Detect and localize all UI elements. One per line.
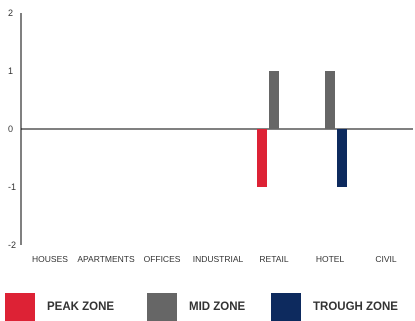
legend-swatch-peak-zone <box>5 293 35 321</box>
x-tick-label: HOUSES <box>32 254 68 264</box>
x-tick-label: RETAIL <box>259 254 288 264</box>
bar-mid-zone <box>325 71 335 129</box>
y-tick-label: 2 <box>8 8 13 18</box>
y-tick-label: 1 <box>8 66 13 76</box>
x-tick-label: HOTEL <box>316 254 345 264</box>
y-tick-label: 0 <box>8 124 13 134</box>
legend-item-peak-zone: PEAK ZONE <box>5 293 114 321</box>
legend-label-trough-zone: TROUGH ZONE <box>313 301 398 313</box>
legend-label-peak-zone: PEAK ZONE <box>47 301 115 313</box>
bar-trough-zone <box>337 129 347 187</box>
legend-item-trough-zone: TROUGH ZONE <box>271 293 398 321</box>
x-tick-label: APARTMENTS <box>77 254 135 264</box>
y-tick-label: -1 <box>8 182 16 192</box>
legend-item-mid-zone: MID ZONE <box>147 293 245 321</box>
bar-mid-zone <box>269 71 279 129</box>
y-tick-labels: 2 1 0 -1 -2 <box>8 8 16 250</box>
y-tick-label: -2 <box>8 240 16 250</box>
x-tick-label: OFFICES <box>144 254 181 264</box>
x-tick-label: INDUSTRIAL <box>193 254 244 264</box>
legend-swatch-trough-zone <box>271 293 301 321</box>
legend-label-mid-zone: MID ZONE <box>189 301 246 313</box>
legend-swatch-mid-zone <box>147 293 177 321</box>
bars <box>257 71 347 187</box>
bar-peak-zone <box>257 129 267 187</box>
x-tick-labels: HOUSES APARTMENTS OFFICES INDUSTRIAL RETAIL H… <box>32 254 397 264</box>
x-tick-label: CIVIL <box>375 254 397 264</box>
